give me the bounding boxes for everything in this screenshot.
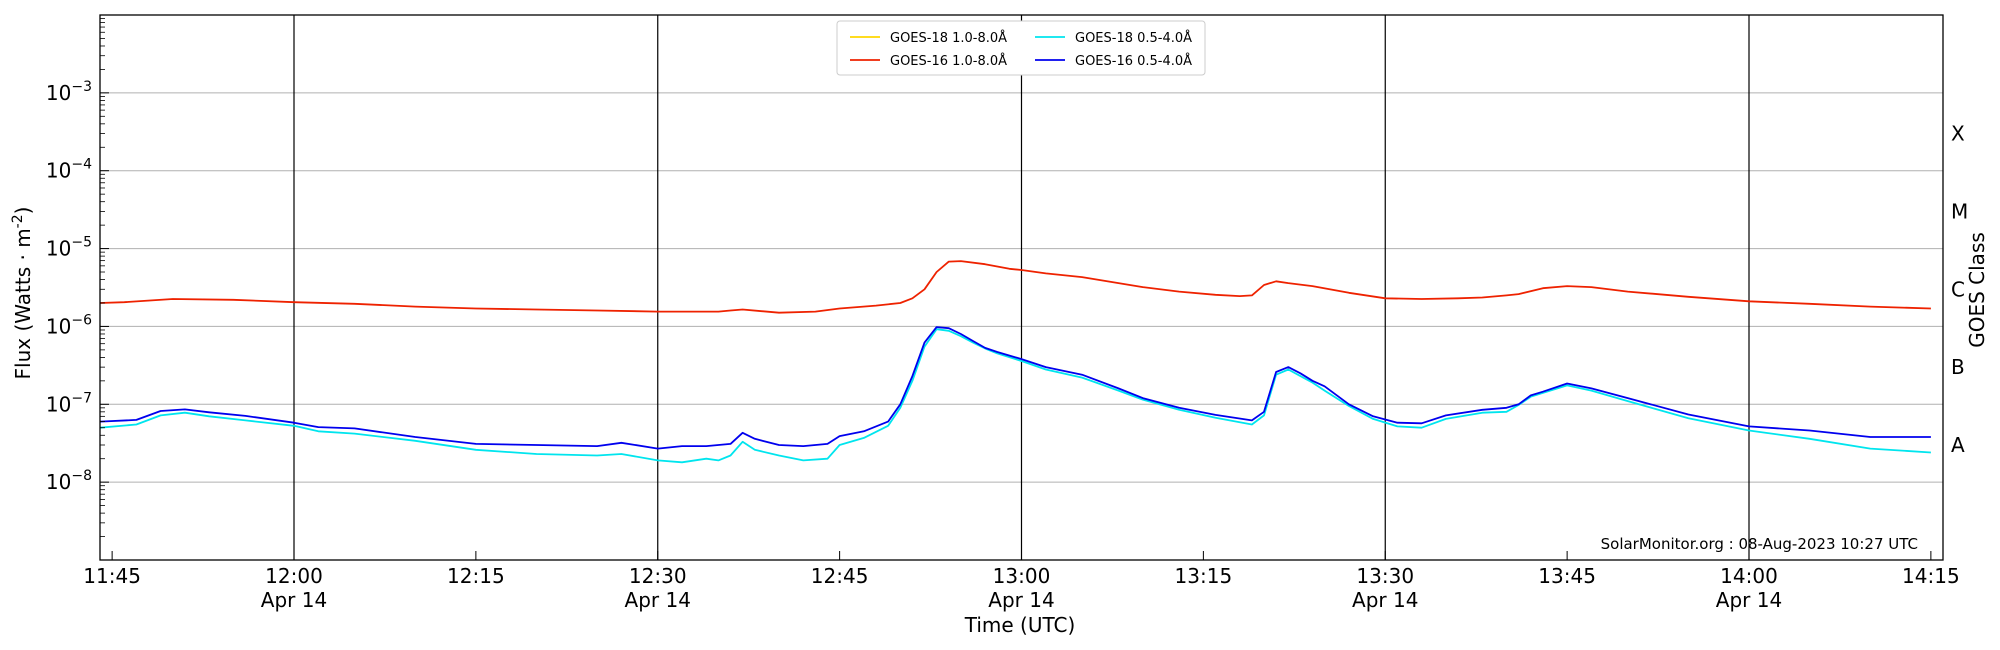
y-tick-label: 10−3	[46, 79, 92, 105]
x-tick-label: 13:15	[1175, 564, 1233, 588]
y-tick-label: 10−6	[46, 312, 92, 338]
legend-label: GOES-16 1.0-8.0Å	[890, 53, 1007, 69]
goes-class-label: X	[1951, 122, 1965, 146]
y-tick-exponent: −4	[71, 157, 92, 173]
right-axis-label: GOES Class	[1965, 232, 1989, 348]
x-axis-label: Time (UTC)	[964, 613, 1076, 637]
y-tick-base: 10	[46, 159, 71, 183]
y-tick-label: 10−8	[46, 468, 92, 494]
goes-class-labels: A B C M X	[1951, 122, 1968, 457]
y-axis-label: Flux (Watts · m-2)	[10, 207, 35, 380]
y-tick-exponent: −6	[71, 312, 92, 328]
goes-class-label: B	[1951, 355, 1965, 379]
legend-label: GOES-18 0.5-4.0Å	[1075, 30, 1192, 46]
x-tick-label: 14:00	[1720, 564, 1778, 588]
y-tick-base: 10	[46, 314, 71, 338]
x-tick-label: 11:45	[83, 564, 141, 588]
y-tick-base: 10	[46, 237, 71, 261]
x-tick-label: 12:00	[265, 564, 323, 588]
x-tick-label: 12:15	[447, 564, 505, 588]
x-tick-label: 12:45	[811, 564, 869, 588]
x-tick-label: 12:30	[629, 564, 687, 588]
legend: GOES-18 1.0-8.0Å GOES-18 0.5-4.0Å GOES-16 …	[836, 20, 1206, 76]
legend-box	[836, 20, 1206, 76]
x-tick-label: 13:45	[1538, 564, 1596, 588]
watermark-text: SolarMonitor.org : 08-Aug-2023 10:27 UTC	[1601, 535, 1918, 553]
goes-class-label: M	[1951, 199, 1968, 223]
x-tick-date-label: Apr 14	[261, 588, 327, 612]
y-tick-label: 10−7	[46, 390, 92, 416]
y-tick-exponent: −7	[71, 390, 92, 406]
series-line-1	[99, 328, 1931, 464]
goes-class-label: C	[1951, 277, 1965, 301]
y-axis-label-exponent: -2	[10, 214, 26, 228]
x-tick-label: 14:15	[1902, 564, 1960, 588]
y-tick-base: 10	[46, 392, 71, 416]
goes-class-label: A	[1951, 433, 1965, 457]
y-tick-base: 10	[46, 470, 71, 494]
x-tick-label: 13:30	[1356, 564, 1414, 588]
y-axis-label-close: )	[11, 207, 35, 215]
x-tick-label: 13:00	[993, 564, 1051, 588]
x-tick-date-label: Apr 14	[1716, 588, 1782, 612]
x-tick-date-label: Apr 14	[625, 588, 691, 612]
y-tick-exponent: −5	[71, 235, 92, 251]
y-tick-exponent: −8	[71, 468, 92, 484]
y-tick-label: 10−5	[46, 235, 92, 261]
x-tick-date-label: Apr 14	[988, 588, 1054, 612]
y-tick-base: 10	[46, 81, 71, 105]
y-axis-ticks: 10−810−710−610−510−410−3	[46, 18, 109, 537]
series-line-3	[99, 326, 1931, 450]
day-marker-lines	[293, 15, 1750, 560]
series-line-2	[99, 260, 1931, 314]
x-tick-date-label: Apr 14	[1352, 588, 1418, 612]
y-tick-label: 10−4	[46, 157, 92, 183]
legend-label: GOES-18 1.0-8.0Å	[890, 30, 1007, 46]
legend-label: GOES-16 0.5-4.0Å	[1075, 53, 1192, 69]
y-tick-exponent: −3	[71, 79, 92, 95]
series-lines	[99, 260, 1931, 464]
y-axis-label-main: Flux (Watts · m	[11, 228, 35, 379]
